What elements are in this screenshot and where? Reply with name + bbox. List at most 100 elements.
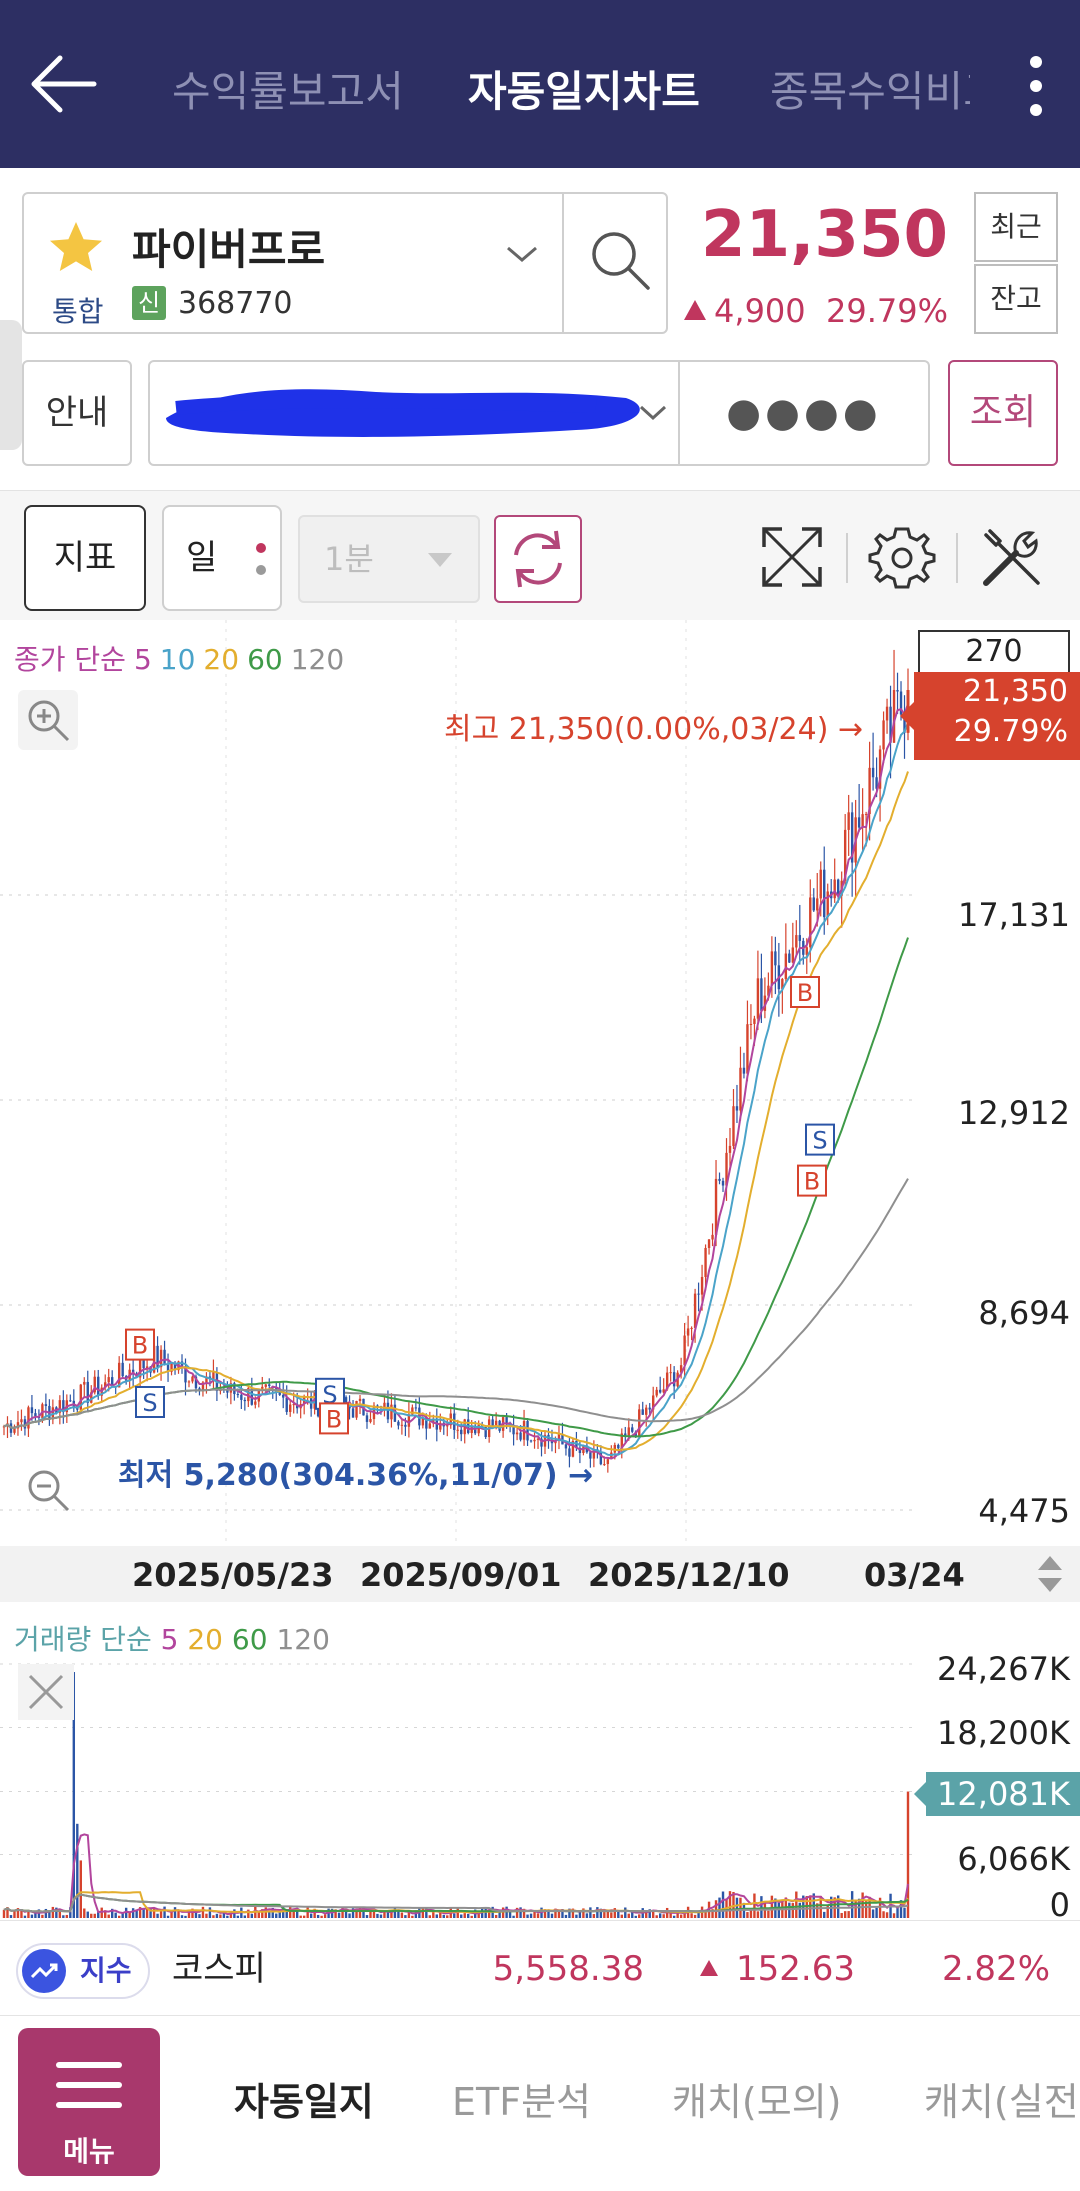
- x-axis-bar[interactable]: [0, 1546, 1080, 1602]
- candle-body: [250, 1388, 254, 1405]
- settings-gear-icon[interactable]: [866, 521, 938, 593]
- volume-chart-area[interactable]: [0, 1602, 1080, 1920]
- candle-body: [843, 829, 847, 881]
- candle-body: [767, 985, 770, 996]
- stock-selector[interactable]: 파이버프로 통합 신 368770: [22, 192, 668, 334]
- tab-auto-journal-chart[interactable]: 자동일지차트: [468, 67, 700, 116]
- zoom-in-icon[interactable]: [18, 690, 78, 750]
- favorite-star-icon[interactable]: [46, 218, 106, 278]
- volume-bar: [55, 1907, 58, 1918]
- more-options-icon[interactable]: [1016, 52, 1056, 122]
- candle-body: [655, 1389, 658, 1396]
- volume-bar: [212, 1915, 215, 1918]
- volume-bar: [397, 1911, 400, 1918]
- volume-bar: [819, 1895, 822, 1918]
- candle-body: [896, 690, 899, 692]
- volume-bar: [243, 1915, 247, 1918]
- candle-body: [648, 1407, 651, 1410]
- volume-bar: [864, 1901, 868, 1918]
- candle-body: [564, 1444, 568, 1449]
- period-button[interactable]: 일: [162, 505, 282, 611]
- volume-bar: [823, 1911, 826, 1918]
- y-tick-label: 4,475: [978, 1492, 1070, 1530]
- candle-body: [536, 1438, 540, 1440]
- candle-body: [889, 706, 892, 743]
- index-ticker-bar[interactable]: 지수 코스피 5,558.38 152.63 2.82%: [0, 1920, 1080, 2016]
- back-arrow-icon[interactable]: [24, 44, 104, 124]
- volume-bar: [65, 1914, 69, 1918]
- password-field[interactable]: ●●●●: [680, 360, 930, 466]
- candle-body: [13, 1428, 16, 1433]
- volume-bar: [753, 1893, 756, 1918]
- volume-bar: [201, 1906, 205, 1918]
- candle-body: [826, 891, 829, 918]
- tools-icon[interactable]: [976, 521, 1048, 593]
- candle-body: [665, 1372, 669, 1390]
- search-icon[interactable]: [584, 224, 656, 296]
- candle-body: [159, 1349, 163, 1368]
- nav-etf-analysis[interactable]: ETF분석: [452, 2080, 591, 2124]
- candle-body: [344, 1397, 348, 1405]
- candle-body: [868, 767, 871, 815]
- volume-bar: [411, 1915, 414, 1918]
- chevron-down-icon[interactable]: [638, 402, 668, 424]
- tab-stock-profit-compare[interactable]: 종목수익비교: [770, 67, 970, 116]
- minute-select[interactable]: 1분: [298, 515, 480, 603]
- divider: [956, 533, 958, 583]
- volume-bar: [585, 1913, 589, 1918]
- candle-body: [446, 1425, 449, 1427]
- volume-bar: [672, 1915, 676, 1918]
- guide-button[interactable]: 안내: [22, 360, 132, 466]
- volume-chart[interactable]: [0, 1602, 1080, 1920]
- price-chart-area[interactable]: [0, 620, 1080, 1550]
- expand-icon[interactable]: [756, 521, 828, 593]
- candle-body: [44, 1404, 48, 1406]
- candle-body: [760, 978, 763, 1011]
- zoom-out-icon[interactable]: [18, 1460, 78, 1520]
- candle-body: [850, 812, 854, 863]
- volume-bar: [746, 1912, 749, 1918]
- candle-body: [882, 720, 885, 750]
- close-icon[interactable]: [18, 1664, 74, 1720]
- divider: [846, 533, 848, 583]
- ma-line-10: [3, 722, 909, 1457]
- volume-bar: [599, 1908, 603, 1918]
- stock-name: 파이버프로: [132, 225, 326, 274]
- menu-label: 메뉴: [63, 2135, 115, 2168]
- up-down-arrow-icon[interactable]: [1030, 1552, 1070, 1596]
- candle-body: [453, 1413, 456, 1430]
- volume-bar: [348, 1913, 351, 1918]
- change-percent: 29.79%: [825, 292, 948, 330]
- balance-button[interactable]: 잔고: [974, 264, 1058, 334]
- candle-body: [34, 1413, 37, 1417]
- candle-body: [735, 1106, 739, 1111]
- volume-bar: [390, 1910, 393, 1918]
- chevron-down-icon[interactable]: [504, 242, 540, 266]
- account-select[interactable]: [148, 360, 680, 466]
- indicator-button[interactable]: 지표: [24, 505, 146, 611]
- nav-catch-real[interactable]: 캐치(실전): [924, 2080, 1080, 2124]
- credit-badge: 신: [132, 286, 166, 320]
- volume-bar: [111, 1908, 114, 1918]
- candle-body: [631, 1427, 634, 1432]
- candle-body: [756, 978, 760, 1019]
- up-triangle-icon: [684, 300, 707, 320]
- side-drawer-handle[interactable]: [0, 320, 22, 450]
- refresh-button[interactable]: [494, 515, 582, 603]
- candle-body: [369, 1419, 372, 1422]
- recent-button[interactable]: 최근: [974, 192, 1058, 262]
- nav-auto-journal[interactable]: 자동일지: [234, 2080, 374, 2124]
- candle-body: [201, 1382, 205, 1392]
- volume-bar: [306, 1907, 309, 1918]
- volume-bar: [20, 1910, 23, 1918]
- index-pill[interactable]: 지수: [16, 1943, 150, 1999]
- candle-body: [439, 1422, 442, 1430]
- volume-bar: [222, 1911, 226, 1918]
- menu-button[interactable]: 메뉴: [18, 2028, 160, 2176]
- query-button[interactable]: 조회: [948, 360, 1058, 466]
- tab-profit-report[interactable]: 수익률보고서: [172, 67, 404, 116]
- nav-catch-mock[interactable]: 캐치(모의): [672, 2080, 842, 2124]
- volume-bar: [219, 1914, 222, 1918]
- volume-bar: [690, 1913, 693, 1918]
